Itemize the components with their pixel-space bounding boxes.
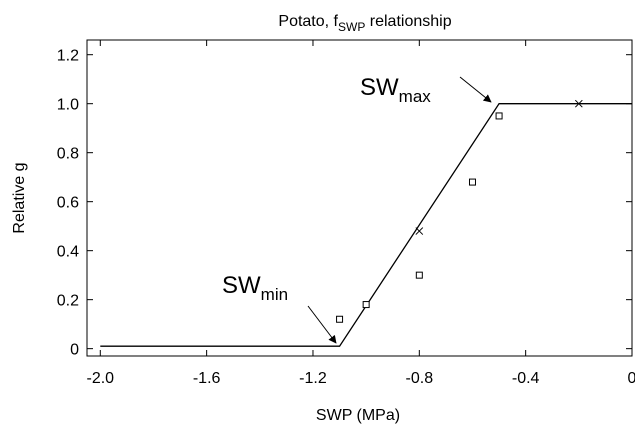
x-tick-label: -0.4 <box>512 370 540 387</box>
y-tick-label: 0.4 <box>57 244 79 261</box>
title-part: relationship <box>365 13 451 30</box>
annotation-text: SW <box>360 74 399 101</box>
annotation-subscript: min <box>261 285 288 304</box>
title-part: Potato, f <box>278 13 338 30</box>
plot-frame <box>86 39 633 357</box>
marker-x <box>415 227 424 235</box>
y-tick-label: 0.6 <box>57 195 79 212</box>
x-tick-label: -1.2 <box>299 370 327 387</box>
x-tick-label: -2.0 <box>87 370 115 387</box>
chart-title: Potato, fSWP relationship <box>278 13 451 34</box>
marker-square <box>362 301 370 309</box>
marker-square <box>495 112 503 120</box>
annotation: SWmin <box>222 272 288 304</box>
line <box>100 103 632 347</box>
marker-square <box>415 271 423 279</box>
annotation-arrow <box>459 76 492 103</box>
annotation-text: SW <box>222 272 261 299</box>
title-subscript: SWP <box>338 20 365 34</box>
marker-x <box>574 99 583 108</box>
x-tick-label: -1.6 <box>193 370 221 387</box>
marker-square <box>336 315 344 323</box>
y-axis-label: Relative g <box>11 162 28 233</box>
x-axis-label: SWP (MPa) <box>316 407 400 424</box>
annotation-subscript: max <box>399 87 432 106</box>
y-tick-label: 1.0 <box>57 97 79 114</box>
annotation-arrow <box>307 305 337 344</box>
y-tick-label: 0 <box>70 342 79 359</box>
y-tick-label: 0.8 <box>57 146 79 163</box>
y-tick-label: 0.2 <box>57 293 79 310</box>
x-tick-label: 0 <box>628 370 635 387</box>
annotation: SWmax <box>360 74 431 106</box>
y-tick-label: 1.2 <box>57 48 79 65</box>
marker-square <box>468 178 476 186</box>
x-tick-label: -0.8 <box>406 370 434 387</box>
